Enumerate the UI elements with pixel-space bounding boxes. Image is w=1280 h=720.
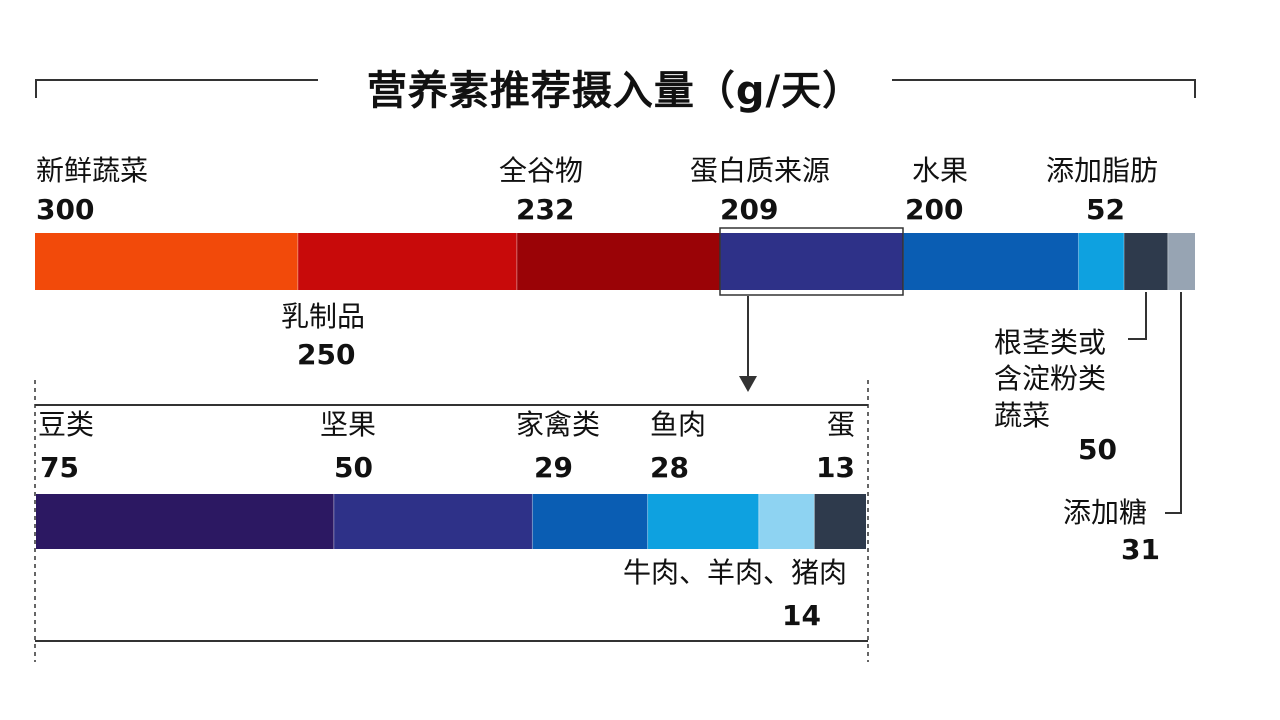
main-bar-group bbox=[35, 233, 1195, 290]
value-meat: 14 bbox=[782, 599, 821, 632]
value-nuts: 50 bbox=[334, 451, 373, 484]
label-sugar: 添加糖 bbox=[1063, 496, 1148, 529]
sub-bar-segment-1 bbox=[333, 494, 533, 549]
sub-bar-segment-4 bbox=[758, 494, 815, 549]
label-fruit: 水果 bbox=[912, 154, 969, 187]
label-veg: 新鲜蔬菜 bbox=[36, 154, 149, 187]
main-bar-segment-7 bbox=[1167, 233, 1195, 290]
value-protein: 209 bbox=[720, 193, 779, 226]
label-egg: 蛋 bbox=[826, 408, 855, 441]
label-fish: 鱼肉 bbox=[650, 408, 707, 441]
main-bar-segment-1 bbox=[297, 233, 517, 290]
main-bar-segment-5 bbox=[1078, 233, 1125, 290]
sub-bar-group bbox=[36, 494, 866, 549]
label-starch: 根茎类或 含淀粉类 蔬菜 bbox=[994, 326, 1107, 432]
sugar-leader-line bbox=[1165, 292, 1182, 514]
title-bracket-right bbox=[892, 79, 1196, 98]
value-sugar: 31 bbox=[1121, 533, 1160, 566]
value-grain: 232 bbox=[516, 193, 575, 226]
chart-title: 营养素推荐摄入量（g/天） bbox=[366, 68, 864, 114]
main-bar-segment-6 bbox=[1124, 233, 1168, 290]
label-poultry: 家禽类 bbox=[516, 408, 601, 441]
label-dairy: 乳制品 bbox=[281, 300, 366, 333]
protein-highlight-box bbox=[719, 227, 904, 296]
label-grain: 全谷物 bbox=[499, 154, 584, 187]
label-nuts: 坚果 bbox=[320, 408, 377, 441]
label-fat: 添加脂肪 bbox=[1046, 154, 1159, 187]
main-bar-segment-4 bbox=[903, 233, 1079, 290]
value-egg: 13 bbox=[816, 451, 855, 484]
value-beans: 75 bbox=[40, 451, 79, 484]
value-fish: 28 bbox=[650, 451, 689, 484]
label-beans: 豆类 bbox=[38, 408, 95, 441]
sub-bar-segment-2 bbox=[532, 494, 648, 549]
value-dairy: 250 bbox=[297, 338, 356, 371]
label-meat: 牛肉、羊肉、猪肉 bbox=[622, 556, 847, 589]
main-bar-segment-3 bbox=[720, 233, 904, 290]
value-fruit: 200 bbox=[905, 193, 964, 226]
starch-leader-line bbox=[1128, 292, 1147, 340]
value-veg: 300 bbox=[36, 193, 95, 226]
value-poultry: 29 bbox=[534, 451, 573, 484]
value-fat: 52 bbox=[1086, 193, 1125, 226]
value-starch: 50 bbox=[1078, 433, 1117, 466]
sub-bar-segment-3 bbox=[647, 494, 759, 549]
main-bar-segment-2 bbox=[516, 233, 721, 290]
label-protein: 蛋白质来源 bbox=[690, 154, 831, 187]
sub-bar-segment-5 bbox=[814, 494, 866, 549]
main-bar-segment-0 bbox=[35, 233, 298, 290]
title-bracket-left bbox=[35, 79, 318, 98]
protein-arrow-head bbox=[739, 376, 757, 392]
sub-bar-segment-0 bbox=[36, 494, 334, 549]
